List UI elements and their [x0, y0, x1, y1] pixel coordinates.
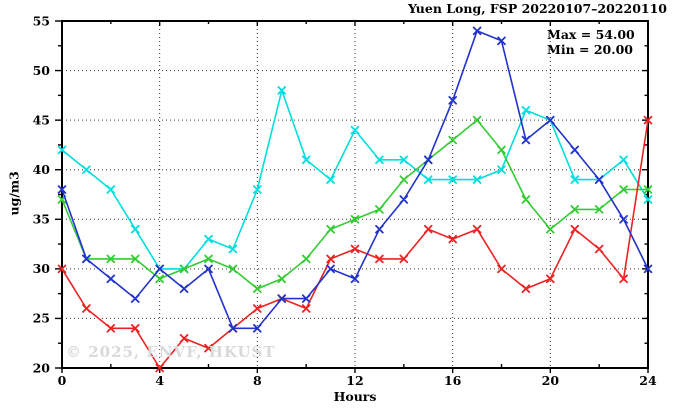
series-green: [57, 115, 653, 293]
x-axis-label: Hours: [333, 389, 377, 404]
x-tick-label: 16: [444, 373, 462, 388]
y-tick-label: 30: [33, 261, 51, 276]
series-red-markers: [57, 115, 653, 373]
maxmin-annotation: Max = 54.00 Min = 20.00: [547, 27, 635, 57]
chart-title: Yuen Long, FSP 20220107–20220110: [407, 1, 667, 16]
series-blue: [57, 26, 653, 333]
max-annotation: Max = 54.00: [547, 27, 635, 42]
x-tick-label: 20: [542, 373, 560, 388]
x-tick-label: 24: [639, 373, 657, 388]
min-annotation: Min = 20.00: [547, 42, 633, 57]
series-red: [57, 115, 653, 373]
y-tick-label: 35: [33, 212, 50, 227]
x-tick-label: 4: [155, 373, 164, 388]
watermark: © 2025, ENVF, HKUST: [66, 343, 276, 361]
series-cyan: [57, 86, 653, 274]
y-axis-label: ug/m3: [6, 171, 22, 216]
x-tick-label: 8: [253, 373, 262, 388]
axis-ticks: [55, 20, 649, 373]
x-tick-label: 12: [346, 373, 363, 388]
series-cyan-markers: [57, 86, 653, 274]
y-tick-label: 25: [33, 311, 50, 326]
y-tick-label: 20: [33, 360, 51, 375]
gridlines: [62, 21, 648, 368]
x-tick-label: 0: [58, 373, 67, 388]
y-tick-label: 55: [33, 13, 50, 28]
tick-labels: 20 25 30 35 40 45 50 55 0 4 8 12 16 20 24: [33, 13, 657, 388]
y-tick-label: 40: [33, 162, 51, 177]
y-tick-label: 45: [33, 112, 50, 127]
series-green-markers: [57, 115, 653, 293]
series-blue-markers: [57, 26, 653, 333]
y-tick-label: 50: [33, 63, 51, 78]
